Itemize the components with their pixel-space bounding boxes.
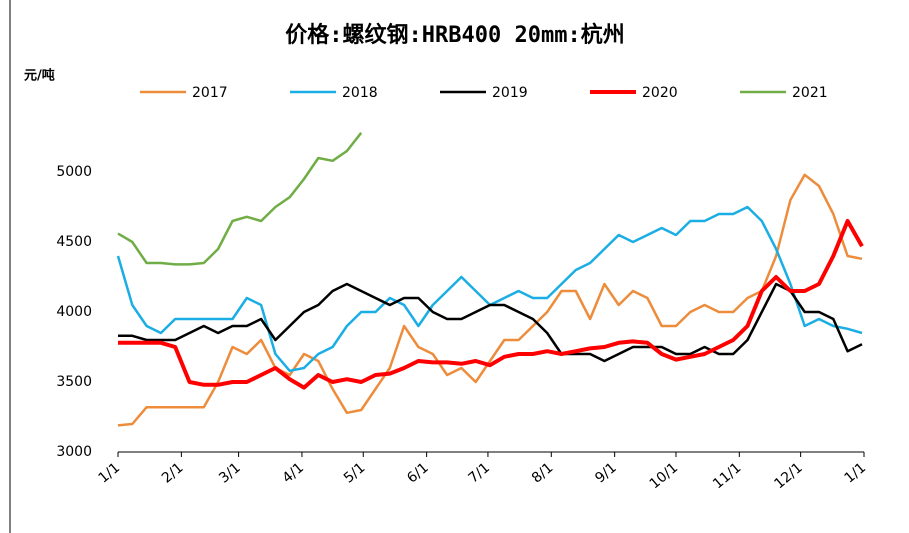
legend-label: 2020 [642,85,678,101]
series-line [116,205,863,373]
y-axis-label: 元/吨 [24,68,55,84]
legend-label: 2018 [342,85,378,101]
y-tick-label: 5000 [56,164,92,180]
legend-label: 2021 [792,85,828,101]
legend-label: 2019 [492,85,528,101]
x-tick-label: 4/1 [280,460,308,487]
x-tick-label: 3/1 [216,460,244,487]
series-line [118,282,863,363]
x-tick-label: 2/1 [159,460,187,487]
legend-label: 2017 [192,85,228,101]
x-tick-label: 8/1 [529,460,557,487]
x-tick-label: 6/1 [404,460,432,487]
x-tick-label: 12/1 [771,460,805,492]
x-tick-label: 9/1 [592,460,620,487]
x-tick-label: 1/1 [842,460,870,487]
series-line [117,132,363,266]
x-tick-label: 11/1 [710,460,744,492]
y-tick-label: 4000 [56,304,92,320]
y-tick-label: 3500 [56,374,92,390]
series-line [117,173,863,427]
x-tick-label: 10/1 [647,460,681,492]
x-tick-label: 5/1 [341,460,369,487]
x-tick-label: 7/1 [466,460,494,487]
y-tick-label: 3000 [56,444,92,460]
x-tick-label: 1/1 [96,460,124,487]
series-line [118,219,864,390]
y-tick-label: 4500 [56,234,92,250]
chart-title: 价格:螺纹钢:HRB400 20mm:杭州 [285,22,624,48]
